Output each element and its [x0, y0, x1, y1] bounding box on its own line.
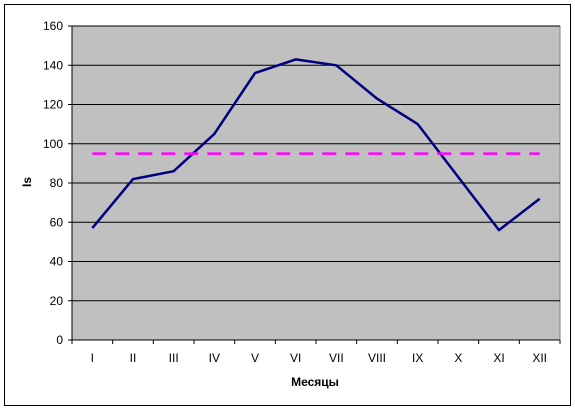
y-tick-label-0: 0: [56, 333, 63, 347]
y-tick-label-20: 20: [50, 294, 64, 308]
x-tick-label-XI: XI: [493, 351, 504, 365]
x-tick-label-V: V: [251, 351, 259, 365]
x-tick-label-I: I: [91, 351, 94, 365]
x-tick-labels: I II III IV V VI VII VIII IX X XI XII: [91, 351, 547, 365]
x-tick-label-VII: VII: [329, 351, 344, 365]
y-tick-label-140: 140: [43, 58, 63, 72]
series-lines: [91, 58, 541, 232]
x-tick-label-VIII: VIII: [368, 351, 386, 365]
y-tick-label-160: 160: [43, 19, 63, 33]
y-tick-label-40: 40: [50, 255, 64, 269]
y-tick-labels: 0 20 40 60 80 100 120 140 160: [43, 19, 63, 347]
y-tick-label-120: 120: [43, 98, 63, 112]
y-tick-label-60: 60: [50, 215, 64, 229]
series-line-1: [91, 58, 541, 232]
y-tick-label-100: 100: [43, 137, 63, 151]
x-tick-label-VI: VI: [290, 351, 301, 365]
x-tick-label-IV: IV: [209, 351, 220, 365]
x-tick-label-X: X: [454, 351, 462, 365]
axes: [68, 25, 561, 344]
x-tick-label-III: III: [169, 351, 179, 365]
y-axis-title: Is: [20, 177, 34, 187]
x-axis-title: Месяцы: [291, 375, 339, 389]
y-tick-label-80: 80: [50, 176, 64, 190]
x-tick-label-XII: XII: [532, 351, 547, 365]
gridlines: [72, 25, 560, 302]
x-tick-label-II: II: [130, 351, 137, 365]
x-tick-label-IX: IX: [412, 351, 423, 365]
